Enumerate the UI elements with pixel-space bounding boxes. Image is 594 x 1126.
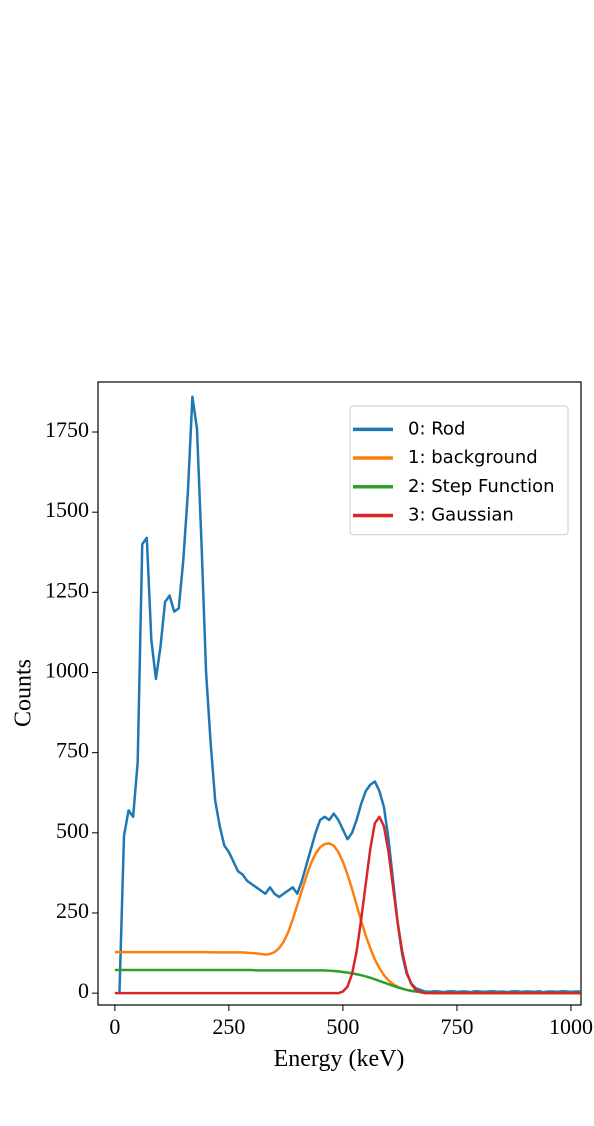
x-tick-label: 250	[212, 1014, 245, 1039]
series-line	[114, 815, 581, 995]
x-axis-label: Energy (keV)	[274, 1046, 405, 1072]
legend-label: 1: background	[408, 447, 538, 468]
legend-label: 2: Step Function	[408, 476, 555, 497]
series-line	[118, 395, 581, 994]
y-tick-label: 1000	[45, 658, 89, 683]
legend: 0: Rod 1: background 2: Step Function 3: Ga…	[349, 405, 569, 536]
y-tick-label: 250	[56, 898, 89, 923]
y-tick-label: 750	[56, 738, 89, 763]
y-tick-label: 1750	[45, 417, 89, 442]
legend-label: 0: Rod	[408, 418, 465, 439]
y-tick-label: 500	[56, 818, 89, 843]
series-line	[114, 968, 581, 995]
y-tick-label: 1500	[45, 497, 89, 522]
y-tick-label: 0	[78, 978, 89, 1003]
plot-lines	[114, 395, 581, 995]
x-tick-label: 500	[326, 1014, 359, 1039]
y-axis-label: Counts	[11, 659, 37, 727]
legend-box	[349, 405, 569, 536]
y-tick-label: 1250	[45, 577, 89, 602]
x-tick-label: 750	[440, 1014, 473, 1039]
x-tick-label: 0	[109, 1014, 120, 1039]
plot-frame	[97, 381, 582, 1006]
x-tick-label: 1000	[549, 1014, 593, 1039]
legend-label: 3: Gaussian	[408, 504, 514, 525]
